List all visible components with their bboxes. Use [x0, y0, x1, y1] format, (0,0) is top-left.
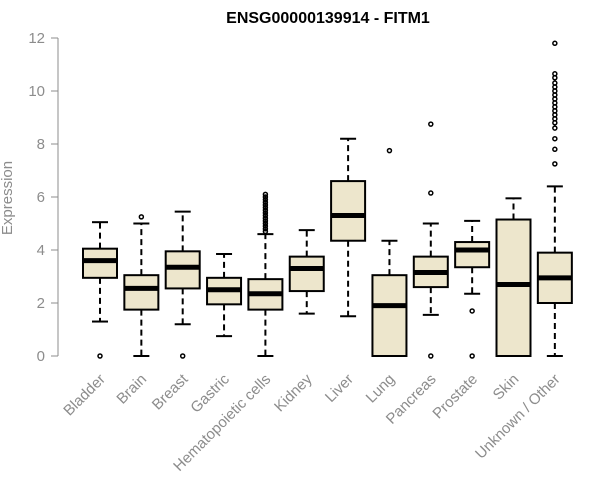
outlier-point: [262, 228, 269, 235]
outlier-point: [262, 220, 269, 227]
y-tick-label: 2: [37, 295, 45, 312]
outlier-point: [262, 215, 269, 221]
box-iqr: [82, 247, 118, 279]
outlier-point: [97, 353, 103, 359]
box-2: [123, 214, 160, 357]
x-tick-label: Kidney: [271, 370, 316, 415]
box-iqr: [454, 241, 491, 269]
outlier-point: [262, 223, 269, 229]
box-9: [412, 121, 449, 359]
box-iqr: [371, 274, 408, 357]
box-iqr: [288, 255, 325, 293]
x-tick-label: Bladder: [60, 371, 109, 420]
box-11: [495, 197, 532, 357]
outlier-point: [262, 191, 269, 198]
outlier-point: [469, 353, 475, 359]
box-5: [247, 191, 284, 357]
outlier-point: [386, 147, 393, 154]
y-tick-label: 12: [28, 30, 45, 47]
outlier-point: [552, 125, 558, 131]
box-6: [288, 229, 325, 315]
x-tick-label: Prostate: [429, 371, 481, 423]
box-10: [454, 219, 491, 359]
y-tick-label: 10: [28, 83, 45, 100]
outlier-point: [552, 80, 558, 86]
outlier-point: [262, 207, 269, 213]
outlier-point: [138, 214, 145, 220]
x-tick-label: Liver: [322, 371, 357, 406]
outlier-point: [262, 196, 269, 203]
y-axis-label: Expression: [0, 161, 16, 235]
y-tick-label: 0: [37, 348, 45, 365]
box-iqr: [164, 250, 201, 290]
x-tick-label: Lung: [363, 371, 399, 407]
outlier-point: [179, 353, 186, 359]
outlier-point: [262, 204, 269, 211]
outlier-point: [428, 121, 434, 127]
x-tick-label: Skin: [490, 371, 523, 404]
box-iqr: [123, 274, 160, 311]
outlier-point: [552, 40, 558, 47]
outlier-point: [262, 218, 269, 224]
outlier-point: [552, 135, 558, 142]
outlier-point: [469, 308, 475, 314]
boxes-group: [82, 40, 573, 359]
box-12: [536, 40, 573, 357]
outlier-point: [552, 71, 558, 77]
y-tick-label: 6: [37, 189, 45, 206]
outlier-point: [262, 226, 269, 232]
box-3: [164, 210, 201, 359]
chart-title: ENSG00000139914 - FITM1: [226, 10, 430, 27]
box-iqr: [495, 218, 532, 357]
box-iqr: [330, 180, 367, 242]
outlier-point: [428, 353, 434, 359]
box-8: [371, 147, 408, 357]
outlier-point: [262, 210, 269, 216]
outlier-point: [262, 194, 269, 200]
y-tick-label: 8: [37, 136, 45, 153]
box-4: [206, 252, 243, 338]
outlier-point: [262, 212, 269, 219]
outlier-point: [262, 199, 269, 206]
outlier-point: [262, 202, 269, 208]
x-tick-label: Brain: [113, 371, 150, 408]
y-tick-label: 4: [37, 242, 45, 259]
y-axis: 0 2 4 6 8 10 12: [28, 30, 59, 365]
outlier-point: [552, 161, 558, 167]
box-1: [82, 221, 118, 359]
outlier-point: [552, 146, 558, 153]
outlier-point: [428, 190, 434, 196]
box-7: [330, 137, 367, 318]
x-tick-label: Breast: [149, 370, 192, 413]
